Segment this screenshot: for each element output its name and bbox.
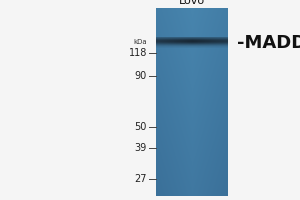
Text: 39: 39: [135, 143, 147, 153]
Text: 50: 50: [135, 122, 147, 132]
Text: Lovo: Lovo: [179, 0, 205, 6]
Text: 118: 118: [129, 48, 147, 58]
Text: -MADD: -MADD: [237, 34, 300, 52]
Text: kDa: kDa: [134, 39, 147, 45]
Text: 27: 27: [134, 174, 147, 184]
Text: 90: 90: [135, 71, 147, 81]
